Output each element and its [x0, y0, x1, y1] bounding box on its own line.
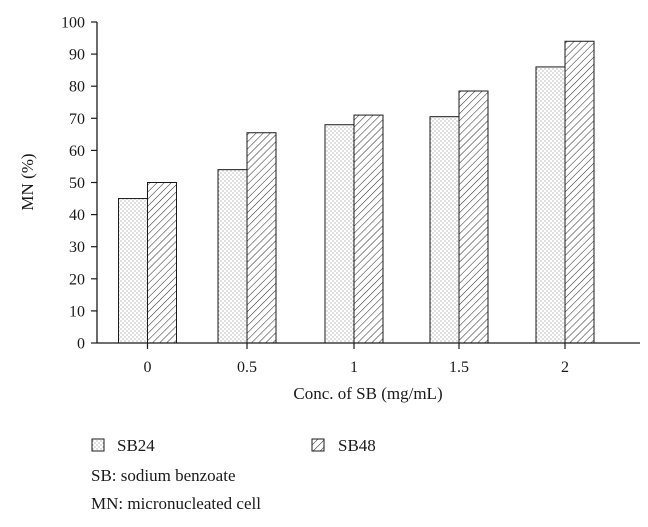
- x-tick-label: 1: [350, 359, 358, 376]
- y-tick-label: 100: [61, 15, 85, 32]
- bar-sb24-1: [217, 169, 248, 344]
- bar-sb24-2: [324, 124, 355, 344]
- note-sb-definition: SB: sodium benzoate: [91, 466, 235, 485]
- legend-swatch-sb24: [91, 438, 105, 452]
- note-mn-definition: MN: micronucleated cell: [91, 494, 261, 513]
- legend-label-sb24: SB24: [117, 436, 155, 455]
- bar-sb48-3: [458, 90, 489, 344]
- bar-sb48-4: [564, 40, 595, 344]
- y-tick-label: 0: [77, 336, 85, 353]
- y-tick-label: 20: [69, 271, 85, 288]
- bar-sb24-4: [535, 66, 566, 344]
- bar-sb48-0: [147, 182, 177, 344]
- legend-swatch-sb48: [311, 438, 325, 452]
- y-tick-label: 60: [69, 143, 85, 160]
- legend-label-sb48: SB48: [338, 436, 376, 455]
- y-axis-title: MN (%): [18, 153, 37, 210]
- y-tick-label: 30: [69, 239, 85, 256]
- x-tick-label: 2: [561, 359, 569, 376]
- y-tick-label: 70: [69, 111, 85, 128]
- x-tick-label: 0.5: [237, 359, 257, 376]
- legend: SB24 SB48: [91, 436, 376, 455]
- y-tick-label: 50: [69, 175, 85, 192]
- bar-sb24-3: [429, 116, 460, 344]
- y-tick-label: 40: [69, 207, 85, 224]
- bar-sb24-0: [118, 198, 148, 344]
- y-ticks: 0 10 20 30 40 50 60 70 80 90 100: [61, 15, 97, 353]
- bar-sb48-2: [353, 114, 384, 344]
- y-tick-label: 80: [69, 79, 85, 96]
- x-ticks: 0 0.5 1 1.5 2: [144, 343, 569, 376]
- x-axis-title: Conc. of SB (mg/mL): [293, 384, 442, 403]
- x-tick-label: 0: [144, 359, 152, 376]
- bar-sb48-1: [246, 132, 277, 344]
- bars-layer: [118, 40, 595, 344]
- y-tick-label: 10: [69, 303, 85, 320]
- x-tick-label: 1.5: [449, 359, 469, 376]
- y-tick-label: 90: [69, 47, 85, 64]
